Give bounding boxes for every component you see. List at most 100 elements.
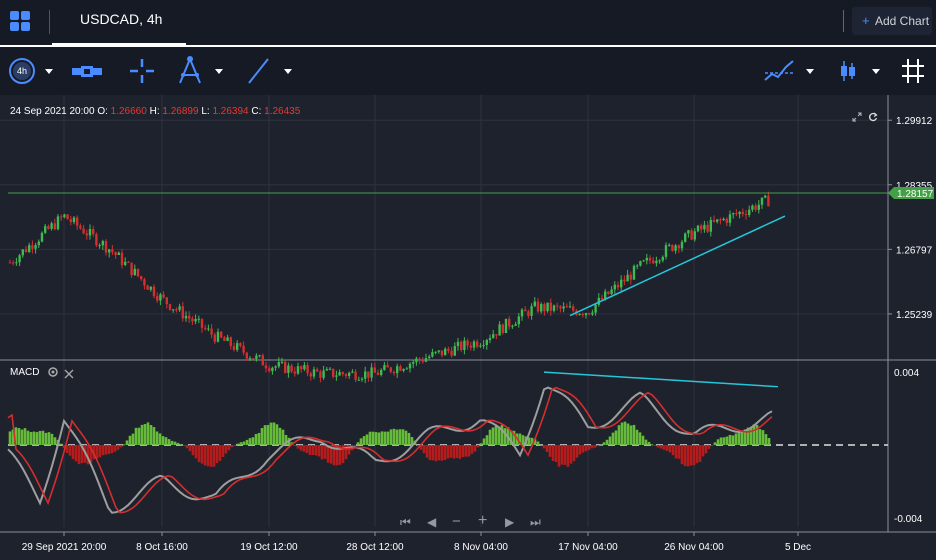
candle-body [98,245,101,247]
macd-histogram-bar [581,445,585,453]
macd-histogram-bar [53,437,57,445]
indicators-icon[interactable] [762,47,796,95]
candle-body [50,223,53,229]
last-price-label: 1.28157 [888,186,934,200]
macd-histogram-bar [194,445,198,459]
settings-icon[interactable] [47,365,59,383]
candle-body [15,262,18,264]
macd-histogram-bar [542,445,546,449]
scroll-forward-button[interactable]: ▶ [505,515,515,529]
candle-body [527,311,530,316]
macd-histogram-bar [434,445,438,462]
candle-body [396,366,399,374]
candle-body [210,328,213,335]
macd-histogram-bar [20,429,24,445]
chevron-down-icon[interactable] [284,69,292,74]
macd-histogram-bar [14,427,18,445]
candle-body [632,265,636,280]
measure-icon[interactable] [70,47,104,95]
macd-histogram-bar [92,445,96,460]
chevron-down-icon[interactable] [872,69,880,74]
candle-body [719,219,722,221]
macd-trendline[interactable] [543,371,779,388]
macd-histogram-bar [695,445,699,464]
time-tick-label: 8 Oct 16:00 [136,542,188,553]
candle-body [620,279,623,288]
scroll-back-button[interactable]: ◀ [427,515,437,529]
crosshair-icon[interactable] [128,47,156,95]
macd-histogram-bar [146,422,150,445]
jump-last-button[interactable]: ⏭ [530,515,541,529]
candle-body [597,297,600,305]
macd-histogram-bar [404,430,408,445]
candle-body [668,244,671,246]
close-icon[interactable] [64,366,74,384]
candle-body [223,337,226,341]
macd-histogram-bar [113,445,117,452]
candle-body [188,315,191,319]
candle-body [76,217,79,226]
candle-body [82,228,85,234]
candle-body [277,362,280,367]
chevron-down-icon[interactable] [806,69,814,74]
candle-body [204,327,207,329]
macd-histogram-bar [248,438,252,445]
tab-usdcad[interactable]: USDCAD, 4h [52,0,186,45]
trendline[interactable] [569,215,786,317]
fullscreen-icon[interactable] [852,109,862,127]
trend-line-tool-icon[interactable] [246,47,272,95]
macd-histogram-bar [407,432,411,445]
candle-body [568,306,572,308]
macd-histogram-bar [236,443,240,445]
macd-histogram-bar [563,445,567,465]
chart-area[interactable]: 1.29912 1.28355 1.26797 1.25239 1.28157 0.004… [0,95,936,560]
macd-histogram-bar [41,430,45,445]
last-price-tag [888,186,934,199]
tab-active-indicator [52,43,186,45]
macd-histogram-bar [680,445,684,465]
macd-histogram-bar [677,445,681,459]
candle-body [178,306,181,310]
candlestick-type-icon[interactable] [838,47,858,95]
candle-body [552,305,556,311]
macd-histogram-bar [491,427,495,445]
time-tick-label: 26 Nov 04:00 [664,542,724,553]
fibonacci-tool-icon[interactable] [176,47,204,95]
candle-body [146,285,149,290]
layout-grid-icon[interactable] [8,9,32,33]
candle-body [639,261,642,266]
add-chart-button[interactable]: + Add Chart [852,7,932,35]
jump-first-button[interactable]: ⏮ [400,515,411,529]
interval-button[interactable]: 4h [6,47,38,95]
macd-histogram-bar [317,445,321,457]
candle-body [88,228,92,236]
macd-histogram-bar [443,445,447,460]
zoom-in-button[interactable]: + [478,512,488,529]
candle-body [588,313,591,315]
macd-histogram-bar [155,431,159,445]
macd-histogram-bar [260,428,264,445]
candle-body [661,256,664,261]
macd-histogram-bar [749,427,753,445]
candle-body [44,226,47,233]
candle-body [520,309,524,317]
macd-tick-label: -0.004 [894,514,923,525]
candle-body [549,302,552,311]
candle-body [700,225,703,230]
macd-histogram-bar [221,445,225,457]
chevron-down-icon[interactable] [45,69,53,74]
zoom-out-button[interactable]: − [452,513,461,530]
candle-body [373,367,376,373]
candle-body [540,304,543,312]
macd-histogram-bar [704,445,708,454]
grid-toggle-icon[interactable] [900,47,926,95]
chevron-down-icon[interactable] [215,69,223,74]
macd-histogram-bar [728,434,732,445]
candle-body [226,337,229,341]
macd-histogram-bar [623,421,627,445]
refresh-icon[interactable] [868,109,878,127]
macd-line [7,386,773,514]
candle-body [466,340,469,346]
candle-body [428,356,431,359]
price-chart[interactable]: 1.29912 1.28355 1.26797 1.25239 1.28157 0.004… [0,95,936,560]
